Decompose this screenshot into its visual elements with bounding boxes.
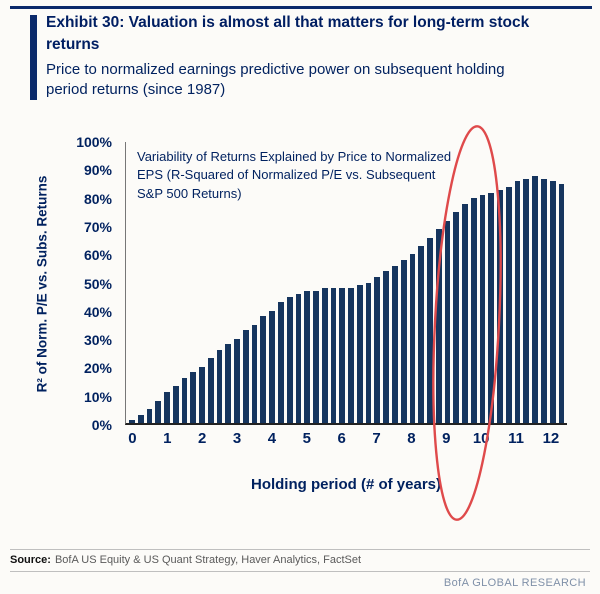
y-tick-label: 20%: [83, 360, 112, 377]
source-label: Source:: [10, 554, 51, 566]
bar: [339, 288, 346, 423]
x-tick-label: 3: [232, 430, 242, 447]
bar: [427, 237, 433, 423]
bar: [295, 293, 302, 423]
bar: [129, 420, 135, 423]
header-accent-bar: [30, 15, 37, 100]
bar: [216, 349, 223, 423]
bar: [242, 330, 249, 423]
bar: [374, 276, 381, 423]
highlight-ellipse-icon: [432, 125, 502, 521]
x-tick-label: 6: [337, 430, 346, 447]
x-tick-label: 4: [267, 430, 277, 447]
source-text: BofA US Equity & US Quant Strategy, Have…: [54, 554, 362, 566]
x-tick-label: 11: [508, 430, 524, 447]
bar: [181, 378, 188, 423]
bar: [488, 192, 495, 423]
bar: [418, 245, 425, 423]
bar: [225, 344, 232, 423]
bar: [313, 290, 319, 423]
bar: [453, 212, 460, 423]
bar: [172, 386, 179, 423]
bar: [356, 285, 363, 423]
y-tick-label: 90%: [83, 162, 112, 179]
y-axis-ticks: 0% 10% 20% 30% 40% 50% 60% 70% 80% 90% 100%: [56, 134, 120, 433]
y-tick-label: 10%: [83, 388, 112, 405]
y-tick-label: 0%: [91, 417, 112, 433]
y-tick-label: 100%: [76, 134, 112, 150]
y-axis-title: R² of Norm. P/E vs. Subs. Returns: [34, 175, 50, 393]
bar: [532, 175, 538, 423]
bar: [558, 184, 565, 423]
bar: [137, 414, 144, 423]
bar: [348, 288, 354, 423]
bar: [207, 358, 214, 423]
bar: [199, 366, 205, 423]
bar: [164, 392, 170, 423]
y-tick-label: 40%: [83, 303, 112, 320]
x-tick-label: 2: [197, 430, 207, 447]
bar: [400, 260, 407, 423]
bar: [260, 316, 267, 423]
chart-annotation: Variability of Returns Explained by Pric…: [137, 149, 452, 201]
footer-rule-top: [10, 549, 590, 550]
source-line: Source: BofA US Equity & US Quant Strateg…: [10, 554, 361, 566]
y-tick-label: 80%: [83, 190, 112, 207]
y-tick-label: 60%: [83, 247, 112, 264]
bar: [251, 324, 258, 423]
bar: [470, 198, 477, 423]
y-tick-label: 50%: [83, 275, 112, 292]
x-tick-label: 0: [128, 430, 137, 447]
bar: [269, 310, 276, 423]
bar: [286, 296, 293, 423]
bar: [330, 288, 337, 423]
bar: [479, 195, 486, 423]
bar: [514, 181, 521, 423]
top-rule: [10, 6, 592, 9]
bar: [462, 203, 468, 423]
x-tick-label: 5: [302, 430, 311, 447]
x-tick-label: 9: [442, 430, 451, 447]
bar: [409, 254, 416, 423]
bar: [234, 338, 240, 423]
y-tick-label: 70%: [83, 218, 112, 235]
bar: [304, 290, 311, 423]
bar: [278, 302, 284, 423]
bar: [365, 282, 372, 423]
bar: [146, 408, 153, 423]
exhibit-title: Exhibit 30: Valuation is almost all that…: [46, 14, 530, 53]
chart: R² of Norm. P/E vs. Subs. Returns 0% 10% 2…: [0, 120, 600, 542]
x-tick-label: 12: [542, 430, 560, 447]
bar: [383, 271, 389, 423]
x-axis-title: Holding period (# of years): [250, 476, 442, 493]
footer-rule-bottom: [10, 571, 590, 572]
y-tick-label: 30%: [83, 332, 112, 349]
bar: [321, 288, 328, 423]
exhibit-subtitle: Price to normalized earnings predictive …: [46, 61, 505, 99]
bar: [190, 372, 197, 423]
bar: [155, 400, 162, 423]
highlight-ellipse-shape: [432, 125, 502, 521]
bar: [444, 220, 451, 423]
x-tick-label: 8: [407, 430, 416, 447]
bar: [435, 229, 442, 423]
bar: [505, 186, 512, 423]
bar: [549, 181, 556, 423]
x-axis-ticks: 0 1 2 3 4 5 6 7 8 9 10 11 12: [128, 430, 564, 452]
x-tick-label: 7: [372, 430, 381, 447]
brand-label: BofA GLOBAL RESEARCH: [443, 577, 586, 589]
x-tick-label: 1: [163, 430, 172, 447]
bar: [523, 178, 530, 423]
bar: [540, 178, 547, 423]
bar: [391, 265, 398, 423]
